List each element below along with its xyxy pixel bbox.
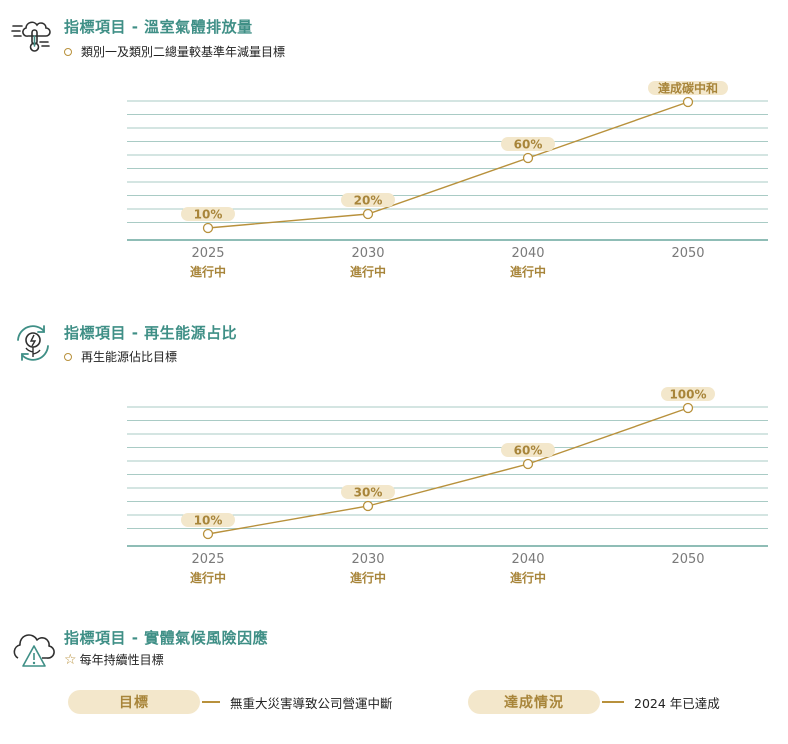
section-title: 指標項目 - 再生能源占比 [64,324,238,342]
data-label: 60% [514,444,543,458]
section-subtitle: ☆ 每年持續性目標 [64,651,164,668]
data-label-bg [501,137,555,151]
status-label: 進行中 [190,264,226,279]
data-point [362,500,374,512]
data-label: 100% [669,388,706,402]
status-text: 2024 年已達成 [634,695,720,711]
x-tick-label: 2030 [351,552,384,567]
bullet-circle-icon [64,352,72,361]
data-label-bg [501,443,555,457]
status-label: 進行中 [350,570,386,585]
x-tick-label: 2040 [511,552,544,567]
data-label: 20% [354,194,383,208]
ghg-line-chart: 10% 2025 進行中 20% 2030 進行中 60% 2040 進行中 達成碳中和 2050 [127,81,768,279]
x-tick-label: 2050 [671,552,704,567]
section-title: 指標項目 - 溫室氣體排放量 [64,18,253,36]
renewable-energy-icon [17,325,49,361]
section-ghg: 指標項目 - 溫室氣體排放量 類別一及類別二總量較基準年減量目標 10% 2025… [0,0,788,300]
data-point [682,402,694,414]
subtitle-text: 類別一及類別二總量較基準年減量目標 [81,45,286,59]
data-label-bg [181,207,235,221]
status-label: 進行中 [510,264,546,279]
data-label: 60% [514,138,543,152]
section-subtitle: 類別一及類別二總量較基準年減量目標 [64,43,285,60]
data-label: 10% [194,514,223,528]
data-label: 30% [354,486,383,500]
x-tick-label: 2025 [191,246,224,261]
section-title: 指標項目 - 實體氣候風險因應 [64,629,269,647]
thermometer-cloud-icon [11,21,51,52]
data-point [362,208,374,220]
section-climate-risk: 指標項目 - 實體氣候風險因應 ☆ 每年持續性目標 目標 無重大災害導致公司營運… [0,618,788,744]
section-renewable: 指標項目 - 再生能源占比 再生能源佔比目標 10% 2025 進行中 30% 2030… [0,306,788,606]
renewable-line-chart: 10% 2025 進行中 30% 2030 進行中 60% 2040 進行中 100% 2050 [127,387,768,585]
status-label: 進行中 [510,570,546,585]
data-label-bg [648,81,728,95]
goal-pill: 目標 [68,690,200,714]
section-subtitle: 再生能源佔比目標 [64,348,177,365]
star-icon: ☆ [64,651,77,668]
x-tick-label: 2040 [511,246,544,261]
status-row: 達成情況 2024 年已達成 [468,690,720,714]
status-connector [602,701,624,703]
cloud-warning-icon [13,634,55,667]
x-tick-label: 2050 [671,246,704,261]
data-point [682,96,694,108]
data-label: 10% [194,208,223,222]
x-tick-label: 2025 [191,552,224,567]
subtitle-text: 每年持續性目標 [79,653,164,667]
data-point [522,152,534,164]
data-point [202,222,214,234]
series-line [207,407,689,535]
data-label-bg [341,193,395,207]
data-point [522,458,534,470]
data-label-bg [661,387,715,401]
status-label: 進行中 [190,570,226,585]
data-label-bg [181,513,235,527]
goal-row: 目標 無重大災害導致公司營運中斷 [68,690,393,714]
data-label-bg [341,485,395,499]
data-label: 達成碳中和 [658,81,718,96]
data-point [202,528,214,540]
goal-text: 無重大災害導致公司營運中斷 [230,695,393,711]
series-line [207,101,689,229]
x-tick-label: 2030 [351,246,384,261]
bullet-circle-icon [64,47,72,56]
subtitle-text: 再生能源佔比目標 [81,350,178,364]
status-pill: 達成情況 [468,690,600,714]
goal-connector [202,701,220,703]
status-label: 進行中 [350,264,386,279]
